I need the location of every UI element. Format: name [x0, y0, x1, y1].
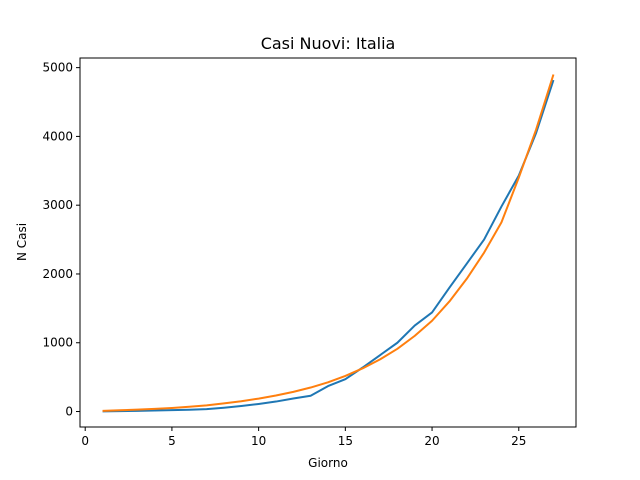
series-2	[102, 74, 555, 412]
y-tick-label: 2000	[42, 267, 73, 281]
series-layer	[102, 74, 555, 413]
y-axis-label: N Casi	[15, 223, 29, 261]
x-tick-label: 10	[251, 434, 266, 448]
y-tick-label: 4000	[42, 129, 73, 143]
x-tick-label: 15	[338, 434, 353, 448]
y-tick-label: 3000	[42, 198, 73, 212]
x-tick-label: 20	[424, 434, 439, 448]
x-tick-label: 0	[81, 434, 89, 448]
plot-frame	[79, 57, 577, 428]
x-tick-label: 25	[511, 434, 526, 448]
series-line	[102, 79, 555, 413]
x-axis-label: Giorno	[308, 456, 348, 470]
series-line	[102, 74, 555, 412]
x-tick-label: 5	[168, 434, 176, 448]
series-1	[102, 79, 555, 413]
y-tick-label: 5000	[42, 61, 73, 75]
y-axis: 0 1000 2000 3000 4000 5000	[42, 61, 80, 419]
x-axis: 0 5 10 15 20 25	[81, 427, 526, 448]
chart-title: Casi Nuovi: Italia	[261, 34, 396, 53]
y-tick-label: 0	[65, 405, 73, 419]
y-tick-label: 1000	[42, 336, 73, 350]
